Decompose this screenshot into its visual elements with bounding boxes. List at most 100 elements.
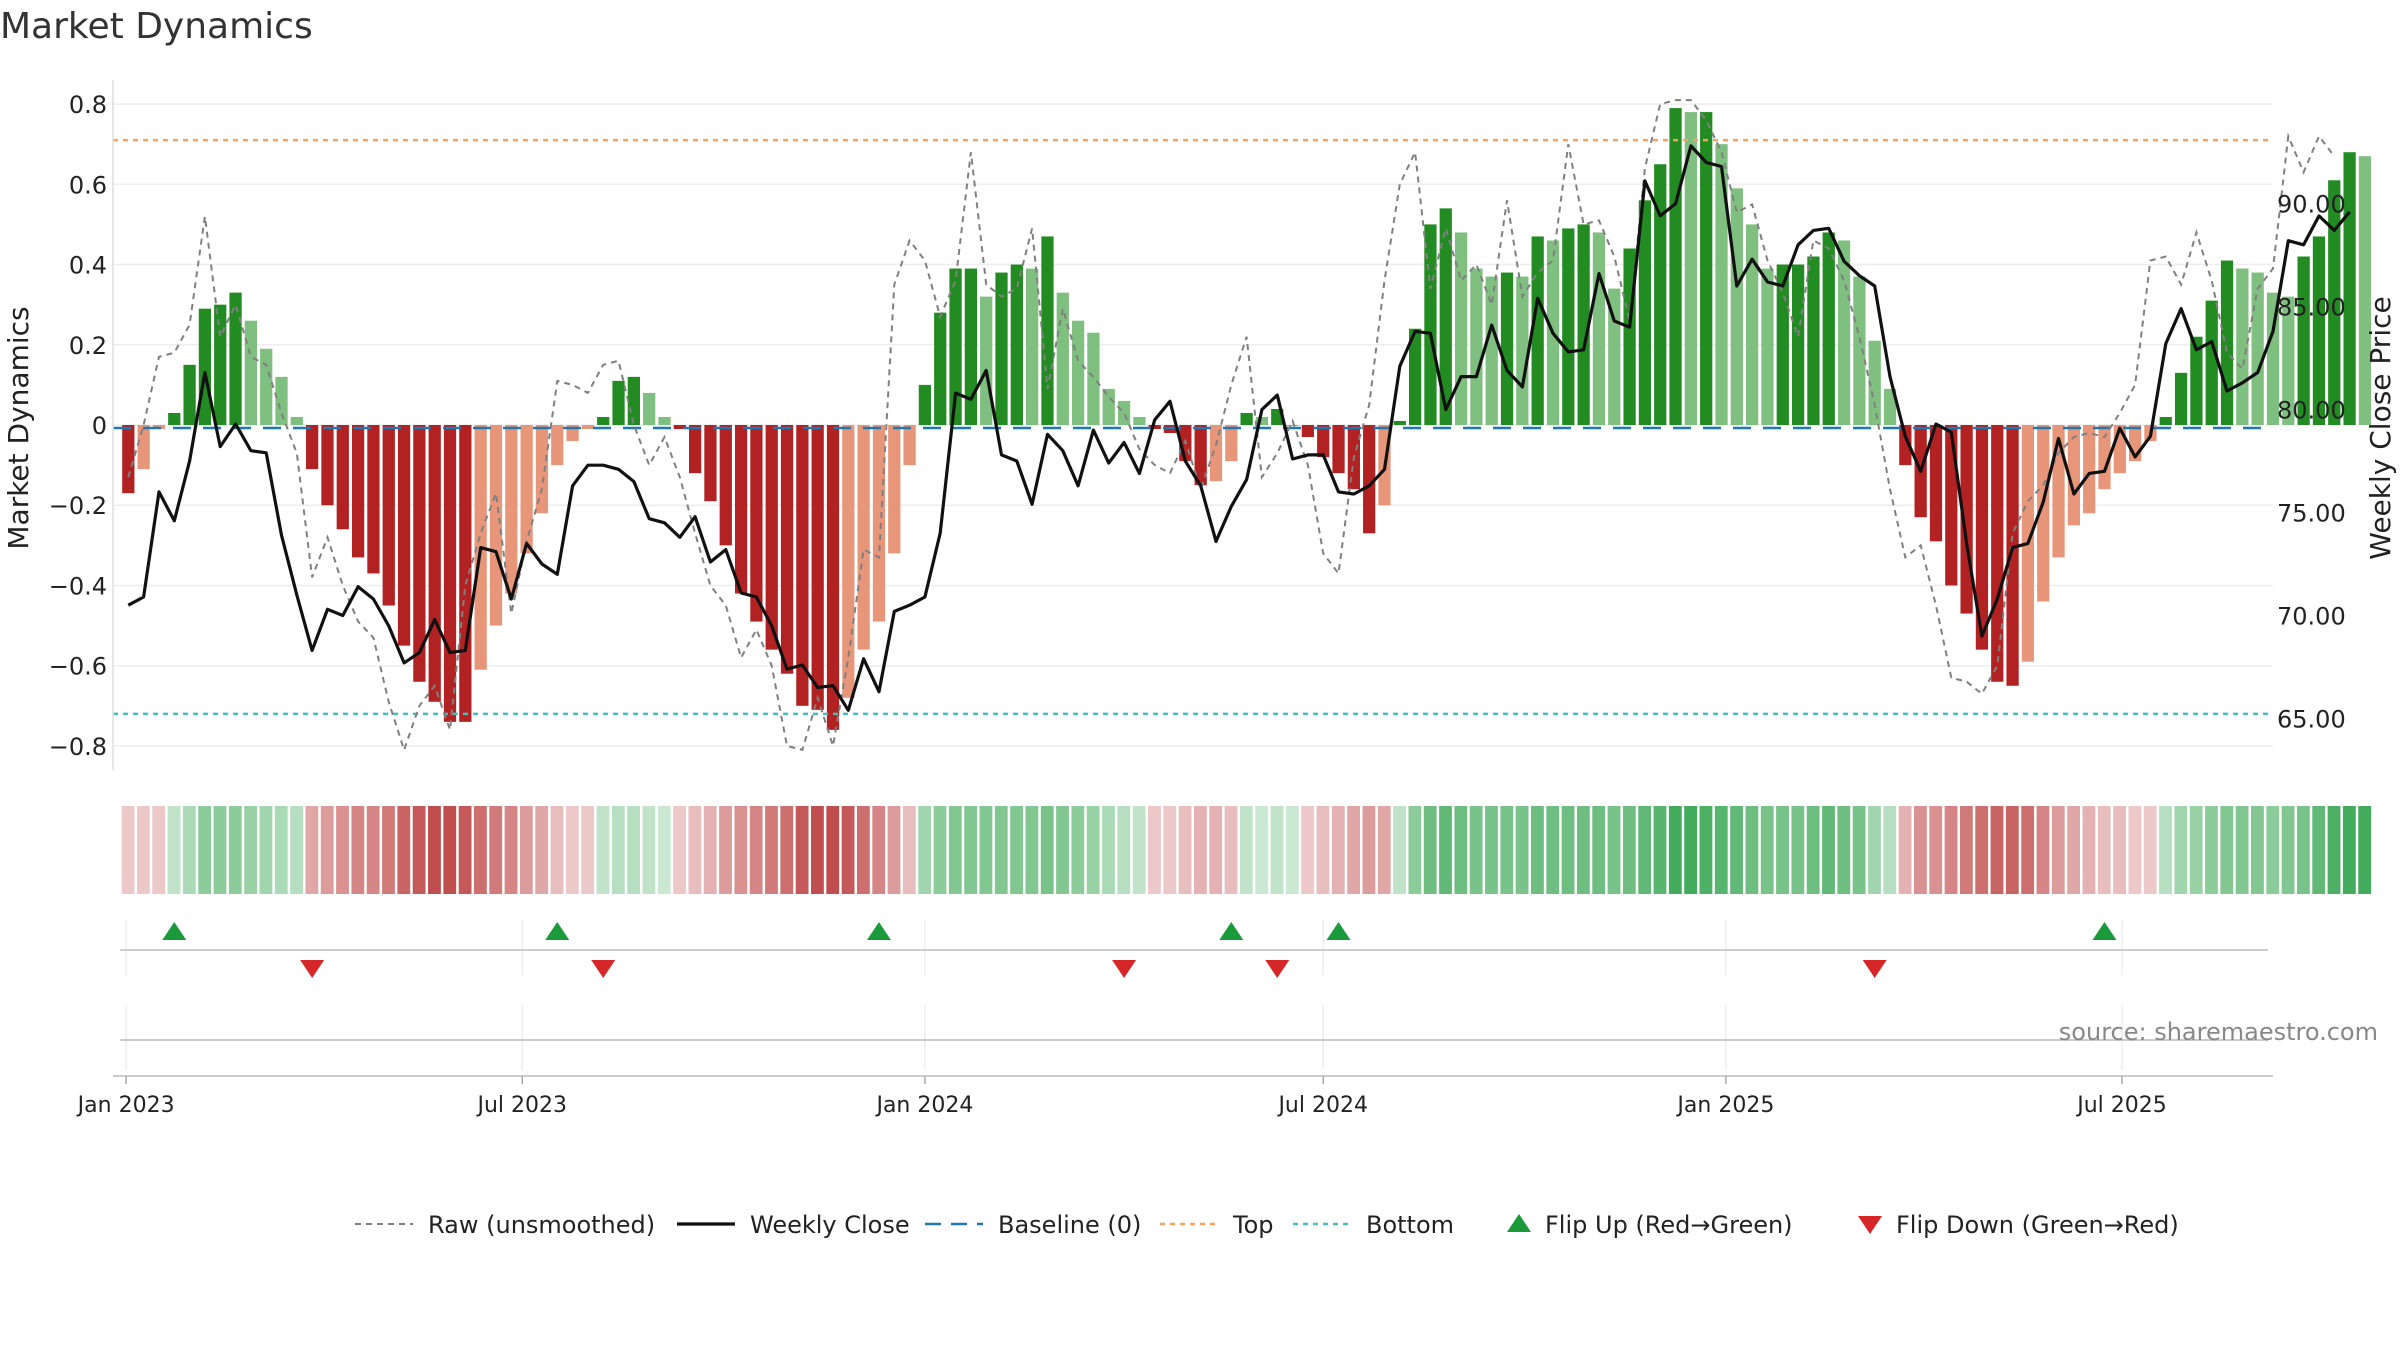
dynamics-bar	[260, 348, 273, 425]
strip-cell	[382, 806, 395, 894]
strip-cell	[2097, 806, 2111, 894]
dynamics-bar	[2358, 156, 2372, 425]
strip-cell	[856, 806, 870, 894]
strip-cell	[688, 806, 702, 894]
legend-label: Top	[1232, 1211, 1274, 1239]
dynamics-bar	[765, 425, 778, 650]
dynamics-bar	[2205, 300, 2218, 425]
strip-cell	[1393, 806, 1406, 894]
left-y-tick-label: −0.6	[49, 653, 107, 681]
strip-cell	[198, 806, 212, 894]
dynamics-bar	[1791, 264, 1805, 425]
dynamics-bar	[1010, 264, 1023, 425]
dynamics-bar	[918, 384, 932, 425]
x-tick-label: Jul 2025	[2075, 1093, 2167, 1118]
dynamics-bar	[1087, 332, 1100, 425]
strip-cell	[274, 806, 288, 894]
right-y-tick-label: 70.00	[2277, 603, 2346, 631]
dynamics-bar	[1562, 228, 1575, 425]
strip-cell	[1546, 806, 1560, 894]
strip-cell	[1776, 806, 1789, 894]
strip-cell	[1959, 806, 1973, 894]
left-y-tick-label: 0.2	[69, 332, 107, 360]
dynamics-bar	[750, 425, 763, 622]
dynamics-bar	[857, 425, 870, 650]
strip-cell	[351, 806, 365, 894]
event-gridlines	[125, 920, 2123, 1070]
right-y-tick-label: 90.00	[2277, 191, 2346, 219]
strip-cell	[2159, 806, 2172, 894]
strip-cell	[474, 806, 487, 894]
right-y-tick-label: 65.00	[2277, 706, 2346, 734]
strip-cell	[811, 806, 824, 894]
strip-cell	[121, 806, 135, 894]
strip-cell	[1010, 806, 1023, 894]
strip-cell	[565, 806, 579, 894]
dynamics-bar	[2067, 425, 2080, 526]
dynamics-bar	[704, 425, 717, 502]
dynamics-bar	[826, 425, 840, 730]
x-tick-label: Jan 2025	[1675, 1093, 1774, 1118]
dynamics-bar	[122, 425, 135, 494]
strip-cell	[994, 806, 1008, 894]
strip-cell	[1561, 806, 1575, 894]
dynamics-bar	[275, 376, 288, 425]
flip-up-marker	[545, 922, 570, 940]
strip-cell	[1990, 806, 2004, 894]
dynamics-bar	[1730, 188, 1743, 425]
dynamics-bar	[2251, 272, 2264, 425]
dynamics-bar	[2343, 152, 2356, 426]
strip-cell	[795, 806, 809, 894]
source-label: source: sharemaestro.com	[2059, 1018, 2378, 1046]
strip-cell	[719, 806, 732, 894]
strip-cell	[964, 806, 978, 894]
strip-cell	[2312, 806, 2326, 894]
dynamics-bar	[949, 268, 962, 425]
x-tick-label: Jul 2023	[475, 1093, 567, 1118]
strip-cell	[1347, 806, 1361, 894]
events-panel	[120, 920, 2268, 1070]
strip-cell	[1699, 806, 1713, 894]
dynamics-bar	[2297, 256, 2310, 425]
dynamics-bar	[198, 308, 212, 425]
strip-cell	[1071, 806, 1085, 894]
dynamics-bar	[2083, 425, 2096, 514]
strip-cell	[1316, 806, 1330, 894]
legend: Raw (unsmoothed) Weekly Close Baseline (0)…	[355, 1211, 2179, 1239]
dynamics-bar	[811, 425, 824, 710]
dynamics-bar	[2006, 425, 2019, 686]
strip-cell	[550, 806, 564, 894]
flip-down-marker	[1265, 960, 1290, 978]
strip-cell	[749, 806, 763, 894]
dynamics-bar	[428, 425, 441, 702]
dynamics-bar	[535, 425, 549, 514]
bottom-panel: source: sharemaestro.com Jan 2023 Jul 202…	[76, 1018, 2378, 1118]
strip-cell	[1975, 806, 1989, 894]
dynamics-bar	[1776, 264, 1789, 425]
flip-up-marker	[2092, 922, 2117, 940]
dynamics-bar	[780, 425, 794, 674]
strip-cell	[1270, 806, 1284, 894]
left-y-tick-label: −0.8	[49, 733, 107, 761]
chart-title: Market Dynamics	[0, 6, 313, 47]
strip-cell	[290, 806, 303, 894]
dynamics-bar	[1332, 425, 1345, 474]
strip-cell	[1301, 806, 1315, 894]
dynamics-bar	[643, 392, 656, 425]
strip-cell	[1025, 806, 1039, 894]
strip-cell	[2174, 806, 2188, 894]
strip-cell	[2189, 806, 2203, 894]
legend-item-raw: Raw (unsmoothed)	[355, 1211, 655, 1239]
strip-cell	[1056, 806, 1069, 894]
dynamics-bar	[183, 364, 196, 425]
strip-cell	[2128, 806, 2142, 894]
dynamics-bar	[1424, 224, 1437, 425]
strip-cell	[2021, 806, 2035, 894]
dynamics-bar	[321, 425, 334, 506]
strip-cell	[1377, 806, 1391, 894]
strip-cell	[2143, 806, 2157, 894]
dynamics-bar	[1454, 232, 1468, 425]
dynamics-bar	[2190, 336, 2203, 425]
dynamics-bar	[597, 416, 610, 425]
strip-cell	[1148, 806, 1161, 894]
